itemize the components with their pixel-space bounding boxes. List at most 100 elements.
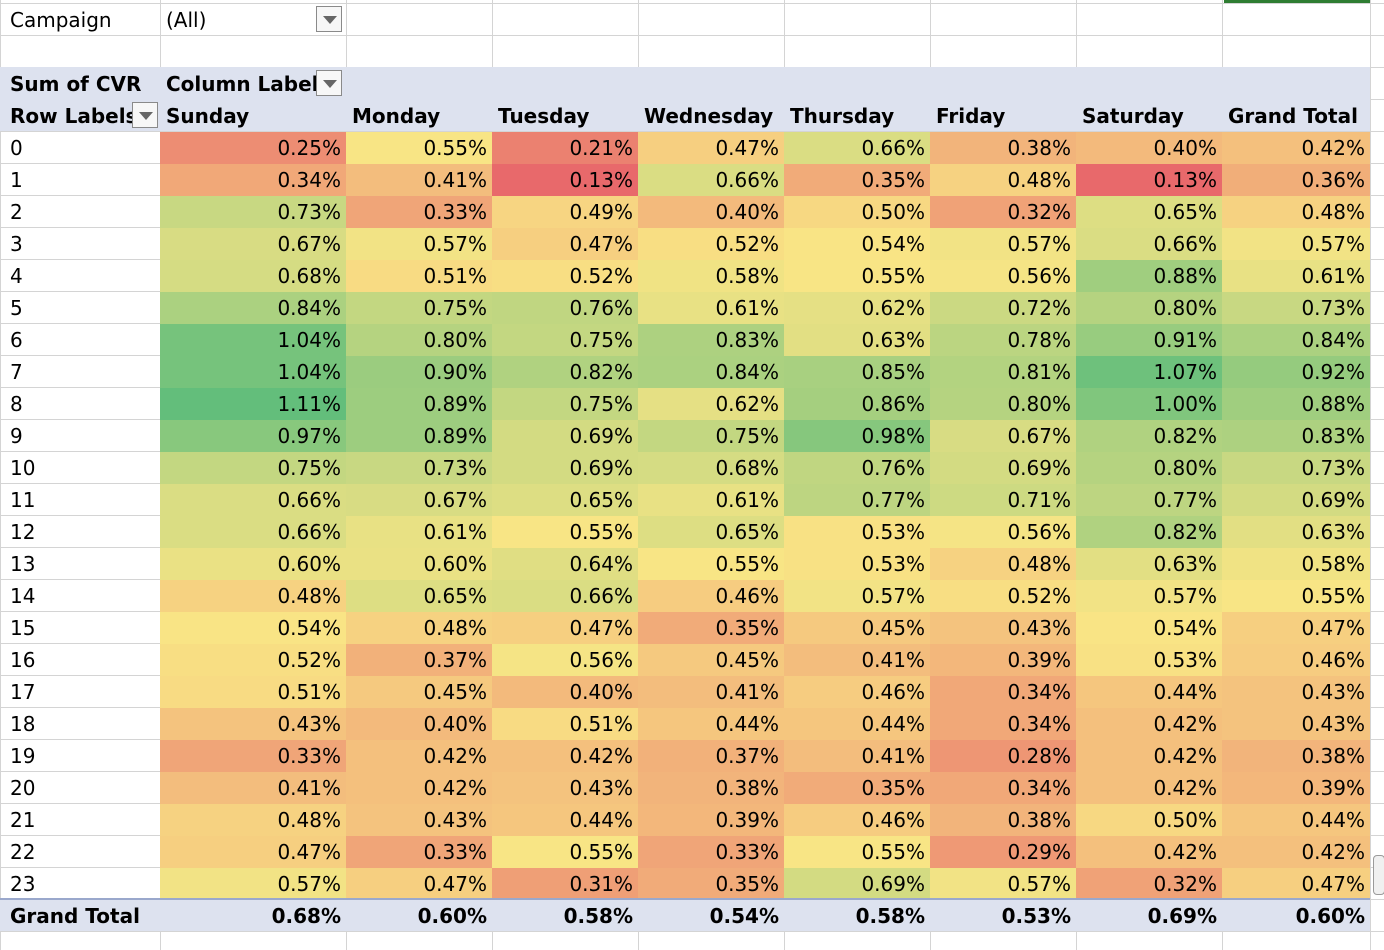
- cvr-cell[interactable]: 0.34%: [160, 164, 346, 196]
- cvr-cell[interactable]: 0.73%: [1222, 452, 1370, 484]
- cvr-cell[interactable]: 0.82%: [1076, 420, 1222, 452]
- column-labels-dropdown[interactable]: [316, 70, 342, 96]
- cvr-cell[interactable]: 0.58%: [638, 260, 784, 292]
- cvr-cell[interactable]: 0.40%: [638, 196, 784, 228]
- cvr-cell[interactable]: 0.80%: [346, 324, 492, 356]
- cvr-cell[interactable]: 0.57%: [1222, 228, 1370, 260]
- cvr-cell[interactable]: 0.47%: [1222, 612, 1370, 644]
- cvr-cell[interactable]: 0.52%: [930, 580, 1076, 612]
- cvr-cell[interactable]: 0.48%: [1222, 196, 1370, 228]
- cvr-cell[interactable]: 0.55%: [1222, 580, 1370, 612]
- cvr-cell[interactable]: 0.43%: [346, 804, 492, 836]
- cvr-cell[interactable]: 0.54%: [784, 228, 930, 260]
- cvr-cell[interactable]: 0.38%: [1222, 740, 1370, 772]
- cvr-cell[interactable]: 0.76%: [492, 292, 638, 324]
- cvr-cell[interactable]: 0.51%: [346, 260, 492, 292]
- cvr-cell[interactable]: 0.47%: [492, 612, 638, 644]
- cvr-cell[interactable]: 0.21%: [492, 132, 638, 164]
- cvr-cell[interactable]: 0.48%: [930, 164, 1076, 196]
- cvr-cell[interactable]: 0.42%: [1076, 708, 1222, 740]
- cvr-cell[interactable]: 0.46%: [784, 676, 930, 708]
- cvr-cell[interactable]: 0.66%: [160, 484, 346, 516]
- cvr-cell[interactable]: 0.28%: [930, 740, 1076, 772]
- cvr-cell[interactable]: 0.75%: [160, 452, 346, 484]
- grand-total-cell[interactable]: 0.58%: [563, 904, 633, 928]
- cvr-cell[interactable]: 0.89%: [346, 388, 492, 420]
- cvr-cell[interactable]: 0.56%: [930, 260, 1076, 292]
- cvr-cell[interactable]: 0.43%: [160, 708, 346, 740]
- cvr-cell[interactable]: 0.37%: [638, 740, 784, 772]
- cvr-cell[interactable]: 0.66%: [638, 164, 784, 196]
- grand-total-cell[interactable]: 0.69%: [1147, 904, 1217, 928]
- cvr-cell[interactable]: 0.41%: [784, 740, 930, 772]
- cvr-cell[interactable]: 0.37%: [346, 644, 492, 676]
- cvr-cell[interactable]: 0.61%: [638, 484, 784, 516]
- cvr-cell[interactable]: 0.41%: [638, 676, 784, 708]
- cvr-cell[interactable]: 0.44%: [638, 708, 784, 740]
- cvr-cell[interactable]: 0.92%: [1222, 356, 1370, 388]
- cvr-cell[interactable]: 0.35%: [784, 772, 930, 804]
- cvr-cell[interactable]: 0.44%: [784, 708, 930, 740]
- cvr-cell[interactable]: 0.69%: [930, 452, 1076, 484]
- cvr-cell[interactable]: 0.31%: [492, 868, 638, 900]
- cvr-cell[interactable]: 0.43%: [1222, 708, 1370, 740]
- cvr-cell[interactable]: 0.48%: [346, 612, 492, 644]
- cvr-cell[interactable]: 0.35%: [784, 164, 930, 196]
- cvr-cell[interactable]: 0.29%: [930, 836, 1076, 868]
- cvr-cell[interactable]: 0.57%: [784, 580, 930, 612]
- cvr-cell[interactable]: 0.47%: [160, 836, 346, 868]
- cvr-cell[interactable]: 0.41%: [160, 772, 346, 804]
- cvr-cell[interactable]: 0.44%: [492, 804, 638, 836]
- cvr-cell[interactable]: 0.42%: [346, 740, 492, 772]
- scrollbar-handle[interactable]: [1373, 855, 1384, 895]
- cvr-cell[interactable]: 0.80%: [1076, 452, 1222, 484]
- cvr-cell[interactable]: 0.67%: [930, 420, 1076, 452]
- cvr-cell[interactable]: 0.91%: [1076, 324, 1222, 356]
- cvr-cell[interactable]: 0.51%: [160, 676, 346, 708]
- cvr-cell[interactable]: 1.11%: [160, 388, 346, 420]
- cvr-cell[interactable]: 0.42%: [1222, 132, 1370, 164]
- cvr-cell[interactable]: 0.67%: [346, 484, 492, 516]
- cvr-cell[interactable]: 0.52%: [492, 260, 638, 292]
- cvr-cell[interactable]: 0.77%: [784, 484, 930, 516]
- cvr-cell[interactable]: 0.88%: [1076, 260, 1222, 292]
- cvr-cell[interactable]: 0.77%: [1076, 484, 1222, 516]
- cvr-cell[interactable]: 0.50%: [784, 196, 930, 228]
- cvr-cell[interactable]: 0.66%: [160, 516, 346, 548]
- cvr-cell[interactable]: 0.39%: [1222, 772, 1370, 804]
- cvr-cell[interactable]: 0.42%: [1076, 772, 1222, 804]
- cvr-cell[interactable]: 0.43%: [492, 772, 638, 804]
- cvr-cell[interactable]: 0.55%: [784, 836, 930, 868]
- cvr-cell[interactable]: 0.43%: [930, 612, 1076, 644]
- cvr-cell[interactable]: 1.00%: [1076, 388, 1222, 420]
- cvr-cell[interactable]: 0.45%: [346, 676, 492, 708]
- cvr-cell[interactable]: 0.48%: [930, 548, 1076, 580]
- cvr-cell[interactable]: 0.25%: [160, 132, 346, 164]
- cvr-cell[interactable]: 0.69%: [1222, 484, 1370, 516]
- cvr-cell[interactable]: 0.97%: [160, 420, 346, 452]
- cvr-cell[interactable]: 0.63%: [1076, 548, 1222, 580]
- cvr-cell[interactable]: 0.57%: [160, 868, 346, 900]
- cvr-cell[interactable]: 0.35%: [638, 868, 784, 900]
- cvr-cell[interactable]: 0.57%: [346, 228, 492, 260]
- grand-total-cell[interactable]: 0.60%: [417, 904, 487, 928]
- cvr-cell[interactable]: 0.80%: [1076, 292, 1222, 324]
- cvr-cell[interactable]: 0.36%: [1222, 164, 1370, 196]
- grand-total-cell[interactable]: 0.68%: [271, 904, 341, 928]
- cvr-cell[interactable]: 0.84%: [638, 356, 784, 388]
- cvr-cell[interactable]: 0.60%: [160, 548, 346, 580]
- cvr-cell[interactable]: 0.53%: [784, 548, 930, 580]
- cvr-cell[interactable]: 0.62%: [638, 388, 784, 420]
- cvr-cell[interactable]: 0.47%: [492, 228, 638, 260]
- cvr-cell[interactable]: 0.42%: [1076, 740, 1222, 772]
- cvr-cell[interactable]: 0.34%: [930, 772, 1076, 804]
- cvr-cell[interactable]: 0.65%: [1076, 196, 1222, 228]
- cvr-cell[interactable]: 0.40%: [1076, 132, 1222, 164]
- cvr-cell[interactable]: 0.55%: [784, 260, 930, 292]
- cvr-cell[interactable]: 0.58%: [1222, 548, 1370, 580]
- cvr-cell[interactable]: 0.75%: [492, 324, 638, 356]
- cvr-cell[interactable]: 0.76%: [784, 452, 930, 484]
- cvr-cell[interactable]: 0.33%: [160, 740, 346, 772]
- cvr-cell[interactable]: 0.55%: [638, 548, 784, 580]
- cvr-cell[interactable]: 0.75%: [346, 292, 492, 324]
